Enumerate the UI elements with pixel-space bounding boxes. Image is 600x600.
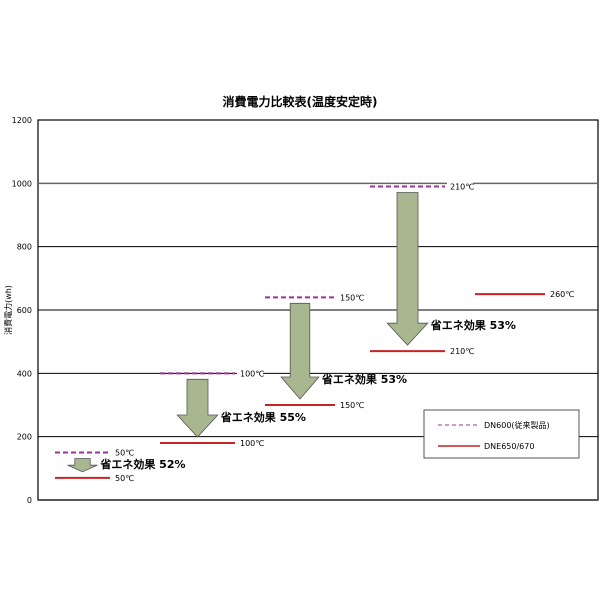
legend-label: DNE650/670 (484, 442, 534, 451)
label-bg (237, 438, 263, 448)
y-tick-label: 600 (17, 306, 32, 315)
temperature-label: 210℃ (450, 347, 474, 356)
savings-annotation: 省エネ効果 55% (220, 410, 306, 424)
savings-annotation: 省エネ効果 53% (321, 372, 407, 386)
temperature-label: 260℃ (550, 290, 574, 299)
temperature-label: 150℃ (340, 401, 364, 410)
temperature-label: 100℃ (240, 369, 264, 378)
label-bg (112, 472, 138, 483)
y-tick-label: 0 (27, 496, 32, 505)
legend-label: DN600(従来製品) (484, 420, 550, 430)
savings-arrow (67, 458, 98, 473)
chart-title: 消費電力比較表(温度安定時) (223, 94, 378, 109)
label-bg (337, 292, 363, 303)
y-tick-label: 200 (17, 433, 32, 442)
label-bg (237, 368, 263, 379)
temperature-label: 50℃ (115, 449, 134, 458)
y-tick-label: 400 (17, 369, 32, 378)
y-axis-label: 消費電力(wh) (3, 285, 13, 335)
legend (423, 409, 580, 459)
label-bg (337, 400, 363, 410)
y-tick-label: 1200 (12, 116, 32, 125)
label-bg (447, 181, 473, 192)
savings-annotation: 省エネ効果 52% (99, 457, 185, 471)
label-bg (547, 289, 573, 300)
temperature-label: 50℃ (115, 474, 134, 483)
savings-annotation: 省エネ効果 53% (430, 318, 516, 332)
temperature-label: 210℃ (450, 183, 474, 192)
temperature-label: 150℃ (340, 293, 364, 302)
savings-arrow (176, 378, 219, 438)
savings-arrow (386, 192, 429, 346)
savings-arrow (280, 302, 320, 400)
label-bg (447, 346, 473, 357)
label-bg (112, 447, 138, 458)
temperature-label: 100℃ (240, 439, 264, 448)
y-tick-label: 800 (17, 243, 32, 252)
y-tick-label: 1000 (12, 179, 32, 188)
